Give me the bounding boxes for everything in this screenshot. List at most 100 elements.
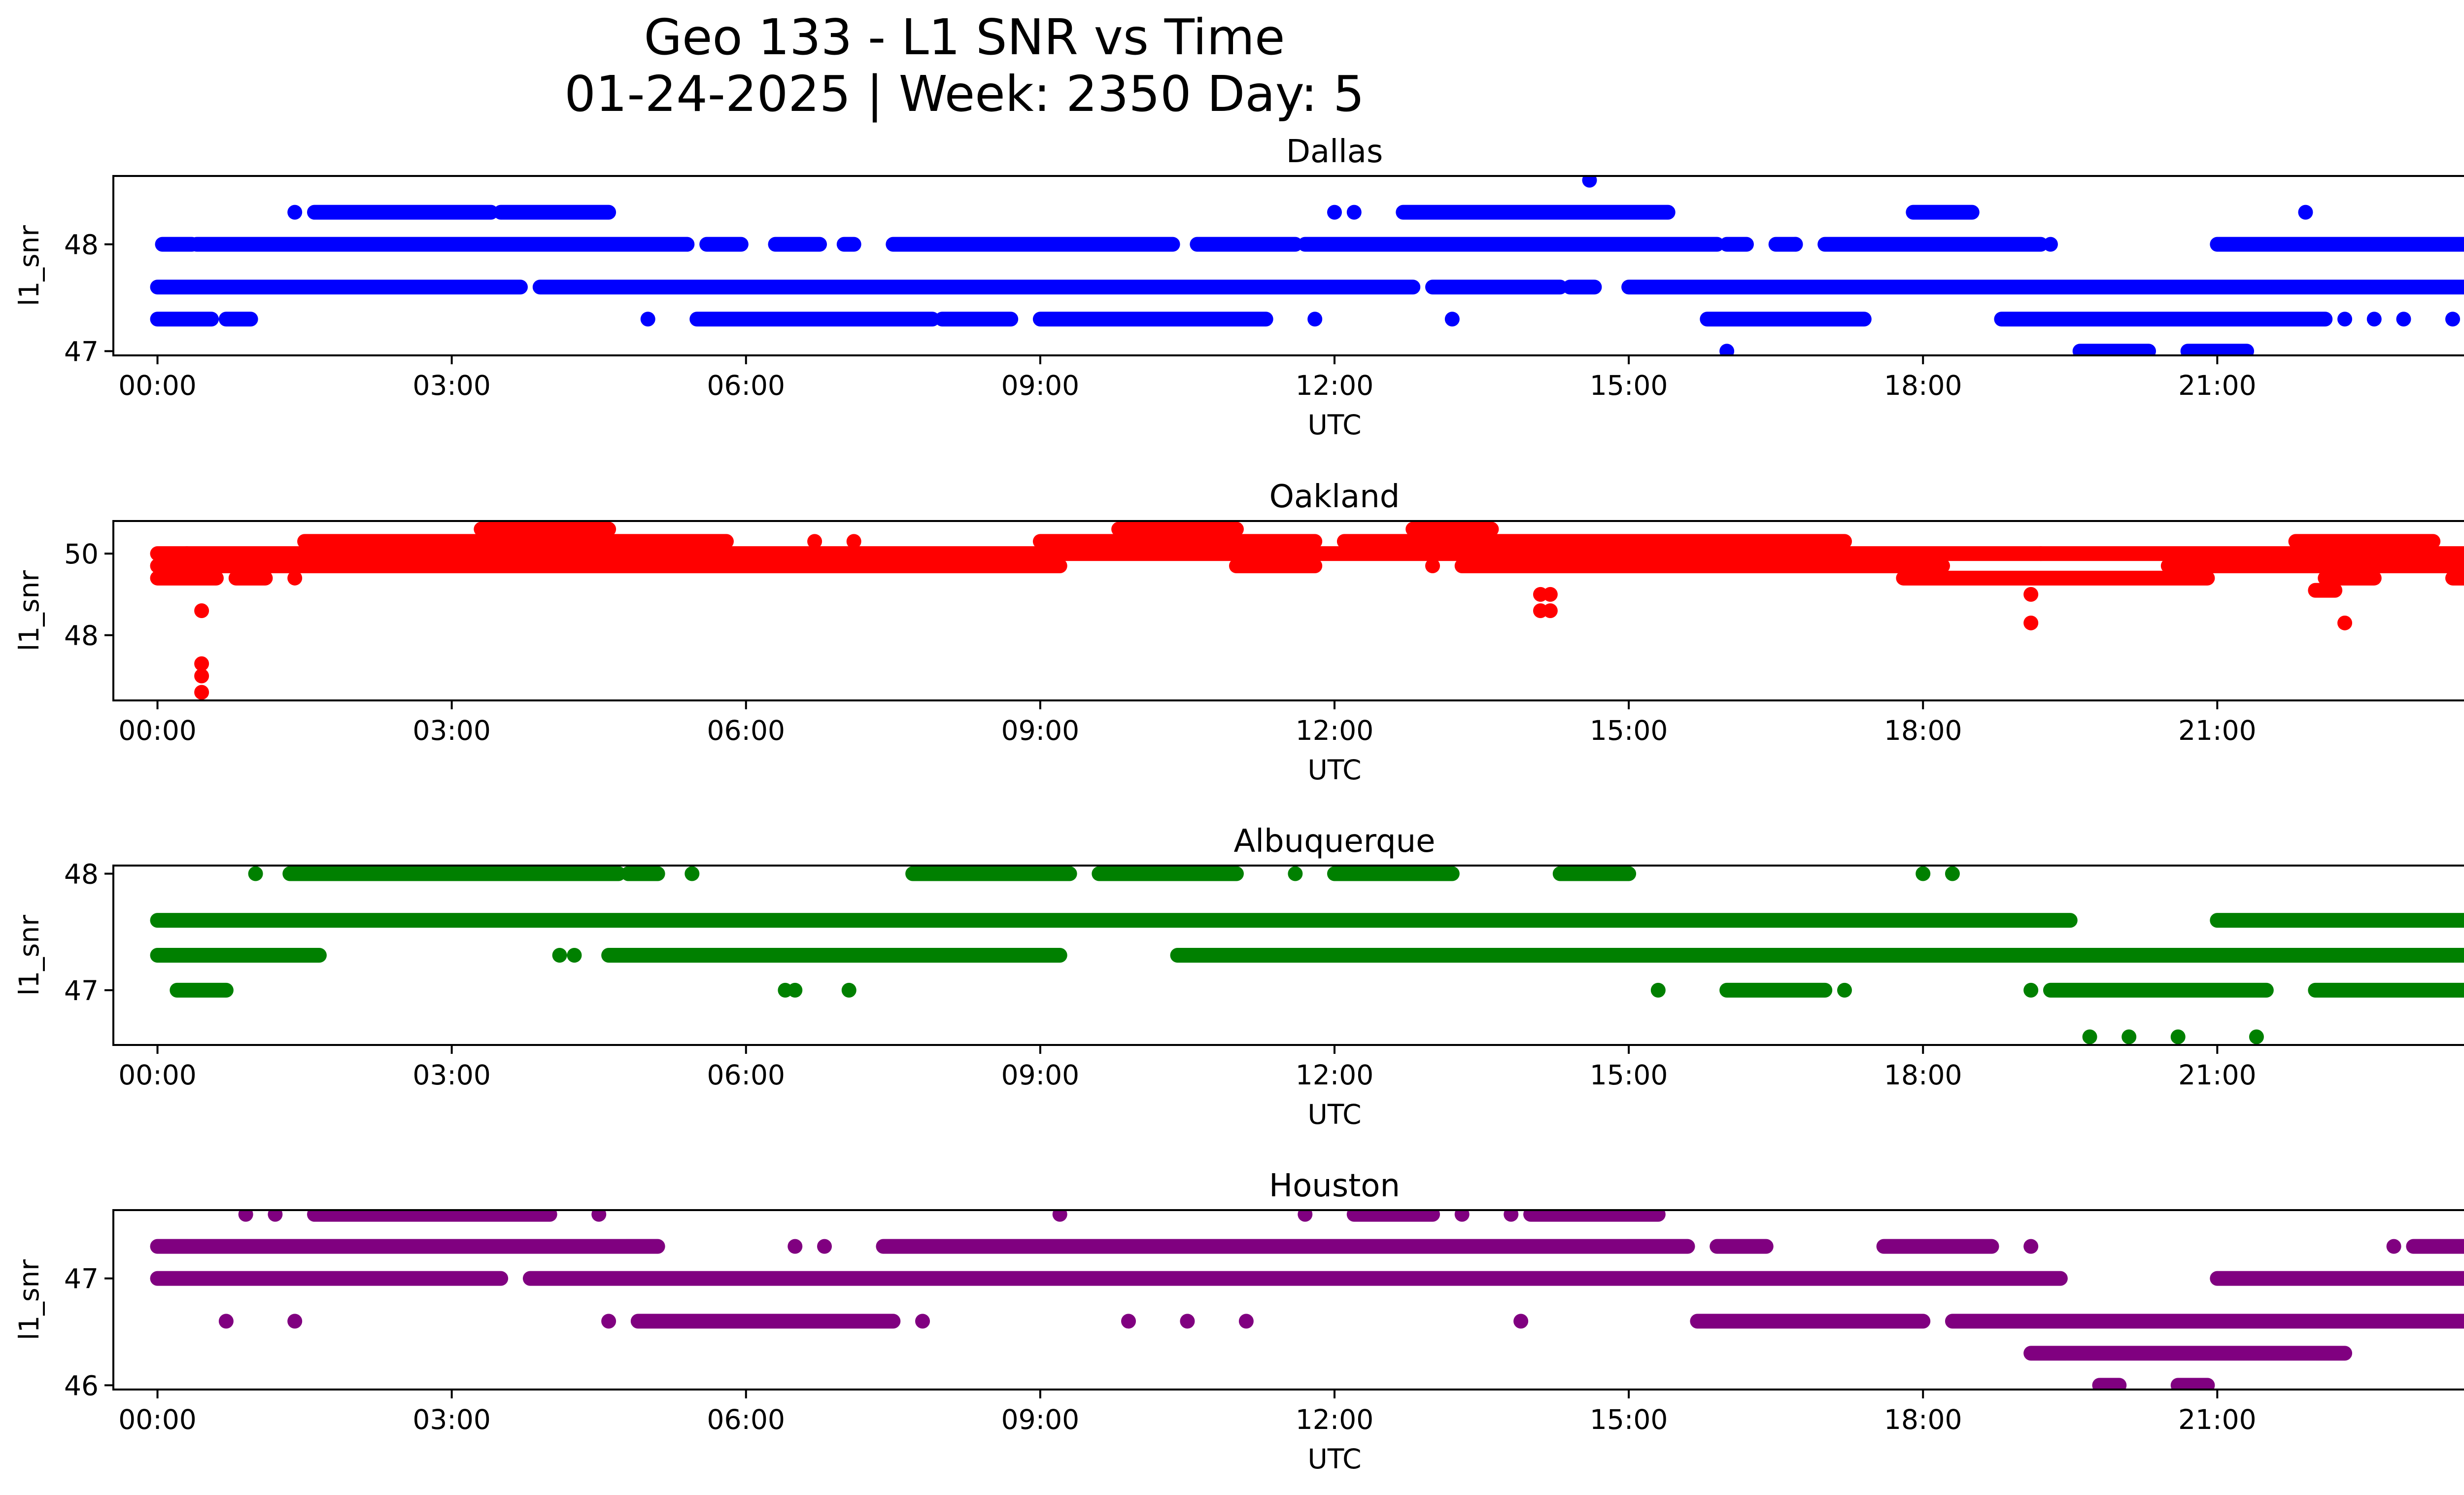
subplot-albuquerque: Albuquerque 00:00 03:00 06:00 09:00 12:00 15:0… <box>13 823 2464 1130</box>
subplot-dallas: Dallas 00:00 03:00 06:00 09:00 12:00 15:00 18:0… <box>13 134 2464 441</box>
x-tick-label: 00:00 <box>118 1059 197 1091</box>
x-tick-label: 06:00 <box>707 1059 786 1091</box>
data-point-5 <box>552 948 567 963</box>
x-tick-label: 00:00 <box>118 370 197 401</box>
data-point-0 <box>287 205 303 220</box>
data-point-2 <box>194 668 209 684</box>
data-point-11 <box>2445 312 2461 327</box>
data-point-12 <box>1180 1314 1195 1329</box>
x-tick-label: 21:00 <box>2178 715 2257 746</box>
x-tick-label: 00:00 <box>118 1404 197 1435</box>
data-point-8 <box>2337 312 2353 327</box>
y-axis-label: l1_snr <box>13 570 45 651</box>
x-tick-label: 12:00 <box>1296 1059 1374 1091</box>
y-tick-label: 47 <box>64 1263 99 1295</box>
data-point-10 <box>2396 312 2411 327</box>
data-point-1 <box>194 656 209 671</box>
data-point-6 <box>567 948 582 963</box>
data-point-12 <box>287 570 303 586</box>
x-tick-label: 15:00 <box>1590 715 1668 746</box>
data-point-6 <box>1533 587 1548 602</box>
data-point-14 <box>1513 1314 1529 1329</box>
x-tick-label: 09:00 <box>1001 1404 1080 1435</box>
x-tick-label: 21:00 <box>2178 1404 2257 1435</box>
x-tick-label: 12:00 <box>1296 1404 1374 1435</box>
data-point-15 <box>2170 1029 2186 1044</box>
data-point-7 <box>218 1314 234 1329</box>
data-point-13 <box>846 534 861 549</box>
y-tick-label: 47 <box>64 336 99 367</box>
data-point-2 <box>1346 205 1362 220</box>
data-point-15 <box>787 1239 803 1254</box>
x-tick-label: 06:00 <box>707 370 786 401</box>
data-point-13 <box>1238 1314 1254 1329</box>
figure-title-line2: 01-24-2025 | Week: 2350 Day: 5 <box>564 65 1364 123</box>
x-tick-label: 03:00 <box>412 1059 491 1091</box>
data-point-18 <box>1464 558 1479 573</box>
x-tick-label: 18:00 <box>1884 715 1962 746</box>
x-tick-label: 09:00 <box>1001 370 1080 401</box>
x-tick-label: 06:00 <box>707 715 786 746</box>
data-point-5 <box>640 312 655 327</box>
plot-area <box>150 176 2464 355</box>
subplot-panels: Dallas 00:00 03:00 06:00 09:00 12:00 15:00 18:0… <box>13 134 2464 1475</box>
y-tick-label: 46 <box>64 1370 99 1401</box>
data-point-14 <box>807 534 822 549</box>
data-point-16 <box>817 1239 832 1254</box>
data-point-15 <box>1700 558 1715 573</box>
data-point-2 <box>591 1210 607 1222</box>
y-axis-label: l1_snr <box>13 1259 45 1340</box>
x-tick-label: 12:00 <box>1296 370 1374 401</box>
data-point-11 <box>1121 1314 1136 1329</box>
data-point-0 <box>194 603 209 618</box>
data-point-11 <box>2033 546 2049 561</box>
x-tick-label: 18:00 <box>1884 1059 1962 1091</box>
data-point-8 <box>287 1314 303 1329</box>
data-point-14 <box>2122 1029 2137 1044</box>
x-tick-label: 09:00 <box>1001 715 1080 746</box>
subplot-title: Houston <box>1269 1168 1400 1204</box>
data-point-9 <box>2337 615 2353 630</box>
data-point-1 <box>268 1210 283 1222</box>
data-point-4 <box>1582 176 1597 188</box>
subplot-title: Oakland <box>1269 479 1400 515</box>
data-point-10 <box>915 1314 930 1329</box>
x-tick-label: 09:00 <box>1001 1059 1080 1091</box>
data-point-14 <box>2043 237 2058 252</box>
data-point-8 <box>787 982 803 998</box>
data-point-12 <box>2023 982 2039 998</box>
x-axis-label: UTC <box>1307 754 1361 786</box>
x-tick-label: 15:00 <box>1590 1059 1668 1091</box>
x-tick-label: 06:00 <box>707 1404 786 1435</box>
x-tick-label: 21:00 <box>2178 1059 2257 1091</box>
plot-area <box>150 522 2464 700</box>
x-tick-label: 03:00 <box>412 1404 491 1435</box>
subplot-oakland: Oakland 00:00 03:00 06:00 09:00 12:00 15:00 18:… <box>13 479 2464 786</box>
data-point-19 <box>2318 570 2333 586</box>
x-tick-label: 03:00 <box>412 370 491 401</box>
data-point-9 <box>601 1314 616 1329</box>
data-point-18 <box>2386 1239 2401 1254</box>
data-point-3 <box>1916 866 1931 881</box>
data-point-13 <box>1788 237 1803 252</box>
subplot-houston: Houston 00:00 03:00 06:00 09:00 12:00 15:00 18:… <box>13 1168 2464 1475</box>
y-tick-label: 47 <box>64 975 99 1007</box>
data-point-6 <box>1504 1210 1519 1222</box>
y-axis-label: l1_snr <box>13 225 45 306</box>
data-point-2 <box>1288 866 1303 881</box>
x-tick-label: 12:00 <box>1296 715 1374 746</box>
y-tick-label: 48 <box>64 859 99 890</box>
y-tick-label: 50 <box>64 538 99 570</box>
data-point-16 <box>2249 1029 2264 1044</box>
data-point-13 <box>2082 1029 2097 1044</box>
data-point-0 <box>238 1210 253 1222</box>
data-point-1 <box>1327 205 1342 220</box>
x-axis-label: UTC <box>1307 409 1361 441</box>
data-point-4 <box>1298 1210 1313 1222</box>
x-tick-label: 18:00 <box>1884 1404 1962 1435</box>
x-tick-label: 21:00 <box>2178 370 2257 401</box>
x-tick-label: 03:00 <box>412 715 491 746</box>
data-point-17 <box>2023 1239 2039 1254</box>
figure-title-line1: Geo 133 - L1 SNR vs Time <box>644 8 1285 66</box>
